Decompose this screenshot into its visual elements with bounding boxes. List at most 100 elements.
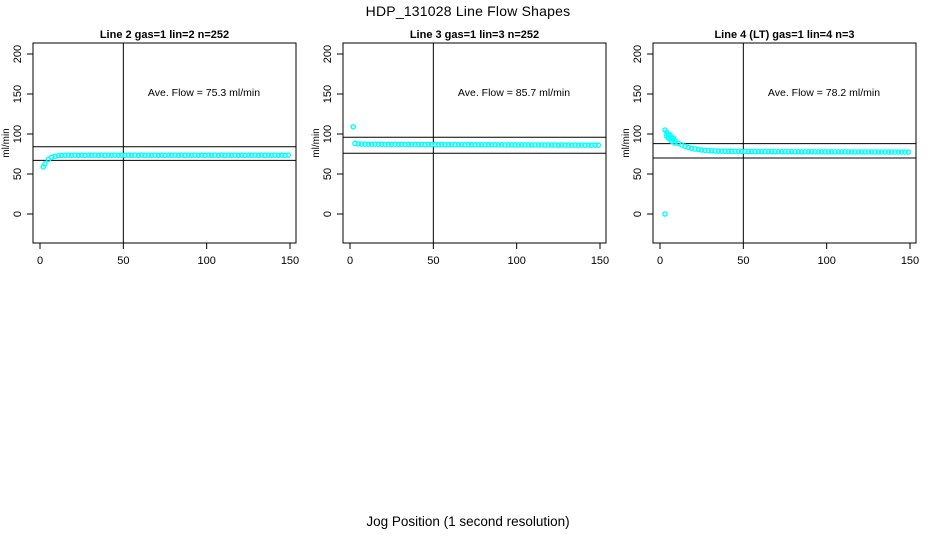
data-point [852,149,858,155]
data-point [795,148,802,155]
data-point [82,152,88,159]
data-point [765,148,772,155]
panel-title: Line 4 (LT) gas=1 lin=4 n=3 [714,29,854,41]
data-point [575,142,582,148]
data-point [748,148,755,155]
data-point [472,141,478,148]
y-axis-title: ml/min [621,128,632,157]
data-point [355,141,362,147]
y-tick-label: 200 [632,45,644,63]
data-point [205,152,212,158]
data-point [828,149,835,155]
data-point [798,149,805,155]
data-point [438,141,445,148]
data-point [392,141,398,148]
y-tick-label: 150 [632,85,644,103]
data-point [515,142,522,148]
data-point [722,148,728,155]
data-point [525,142,532,148]
data-point [762,148,768,155]
data-point [502,142,508,148]
data-point [662,211,668,217]
y-axis-title: ml/min [311,128,322,157]
data-point [882,149,888,155]
data-point [448,141,455,148]
data-point [122,152,128,159]
data-point [518,142,525,148]
data-point [142,152,148,159]
data-point [452,141,458,148]
data-point [895,149,902,155]
data-point [588,142,595,148]
data-point [128,152,135,159]
data-point [378,141,385,148]
data-point [388,141,395,148]
y-tick-label: 0 [632,211,644,217]
flow-panel-line2: Line 2 gas=1 lin=2 n=252 0 50 100 150 0 50 100 1… [0,28,300,278]
y-tick-label: 200 [322,45,334,63]
data-point [428,141,435,148]
x-tick-label: 100 [817,255,835,267]
data-point [255,152,262,159]
data-point [555,142,562,148]
data-point [418,141,425,148]
data-point [115,152,122,159]
y-axis-title: ml/min [1,128,12,157]
data-point [768,148,775,155]
figure-title: HDP_131028 Line Flow Shapes [365,3,571,19]
x-axis-label: Jog Position (1 second resolution) [366,514,570,529]
data-point [485,141,492,148]
data-point [888,149,895,155]
data-point [758,148,765,155]
data-point [772,148,778,155]
data-point [365,141,372,147]
data-point [778,148,785,155]
data-point [558,142,565,148]
x-tick-label: 50 [117,255,129,267]
y-tick-label: 50 [322,168,334,180]
data-point [165,152,172,158]
data-point [40,163,47,170]
data-point [208,152,215,159]
data-point [245,152,252,158]
data-point [688,145,695,152]
data-point [352,140,358,147]
data-point [368,141,375,148]
data-point [118,152,125,158]
data-point [412,141,418,148]
data-point [425,141,432,148]
x-tick-label: 150 [901,255,919,267]
data-point [788,148,795,155]
data-point [455,141,462,148]
y-tick-label: 200 [12,45,24,63]
panel-title: Line 2 gas=1 lin=2 n=252 [100,29,229,41]
data-point [212,152,218,158]
data-point [188,152,195,159]
data-point [478,141,485,148]
data-point [55,152,62,159]
x-tick-label: 50 [737,255,749,267]
data-point [285,152,292,158]
data-point [195,152,202,159]
data-point [162,152,168,159]
y-tick-label: 100 [12,125,24,143]
data-point [62,152,68,159]
data-point [755,148,762,155]
data-point [132,152,138,158]
data-point [708,148,715,154]
data-point [92,152,98,158]
data-point [848,149,855,155]
data-point [482,142,488,148]
data-point [192,152,198,158]
data-point [735,148,742,155]
data-point [892,149,898,155]
data-point [148,152,155,159]
data-point [475,142,482,148]
data-point [565,142,572,148]
plot-box [652,42,917,244]
data-point [408,141,415,148]
data-point [282,152,288,159]
x-tick-label: 50 [427,255,439,267]
data-point [275,152,282,159]
data-point [415,141,422,148]
